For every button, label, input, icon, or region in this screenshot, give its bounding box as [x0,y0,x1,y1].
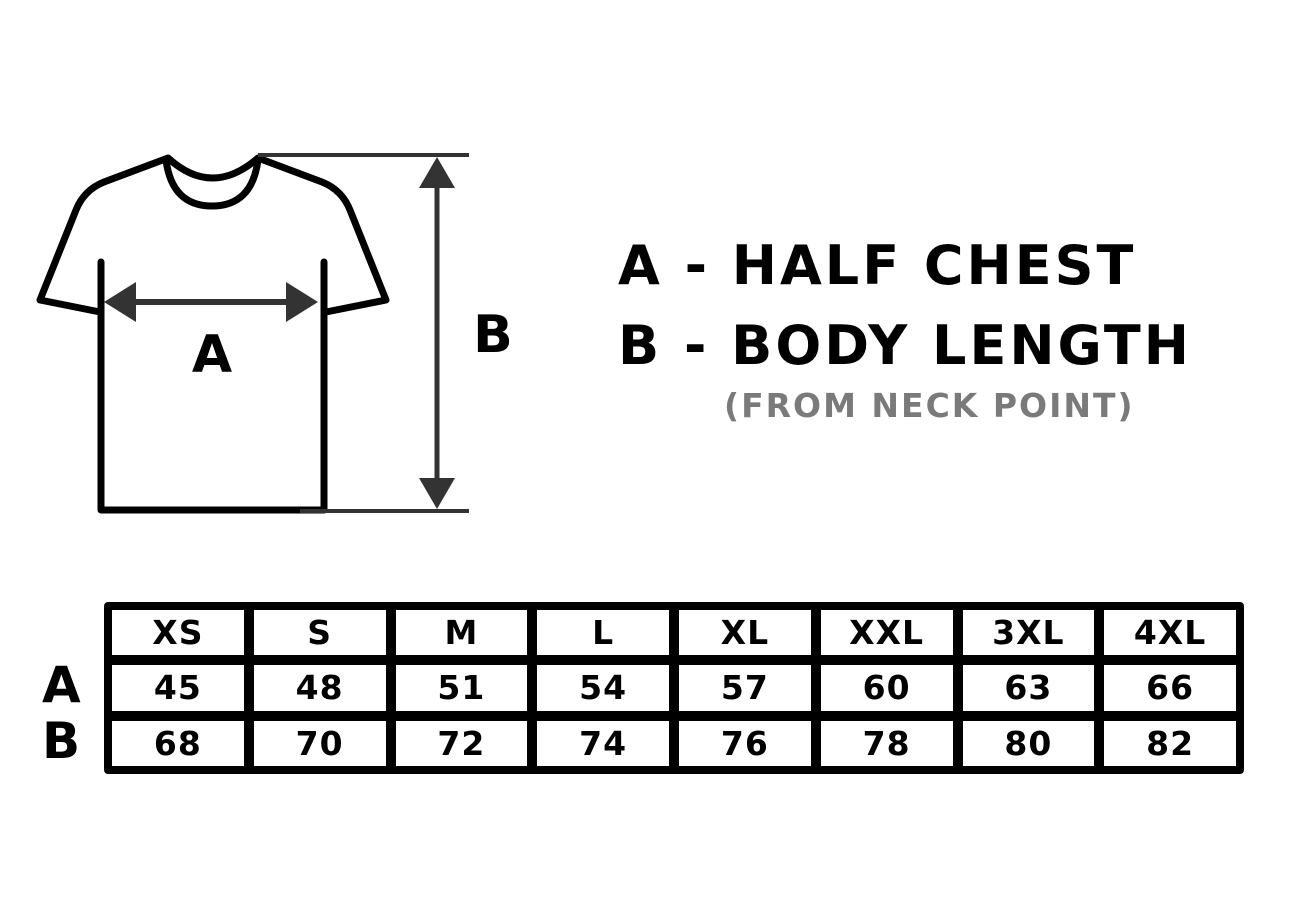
size-header: S [253,610,386,656]
size-header: L [537,610,669,656]
body-length-value: 74 [537,720,669,766]
half-chest-value: 57 [679,665,811,711]
label-a: A [192,325,232,385]
half-chest-value: 60 [820,665,953,711]
legend-body-length: B - BODY LENGTH [618,314,1192,377]
chest-arrow [104,282,318,322]
body-length-value: 72 [395,720,528,766]
body-length-value: 68 [112,720,244,766]
body-length-value: 80 [962,720,1095,766]
half-chest-value: 63 [962,665,1095,711]
size-header: XXL [820,610,953,656]
half-chest-value: 66 [1104,665,1236,711]
legend-half-chest: A - HALF CHEST [618,234,1137,297]
body-length-value: 82 [1104,720,1236,766]
body-length-value: 78 [820,720,953,766]
length-arrow [258,153,469,513]
label-b: B [473,305,513,365]
body-length-value: 76 [679,720,811,766]
half-chest-value: 45 [112,665,244,711]
legend-note: (FROM NECK POINT) [724,386,1135,425]
body-length-value: 70 [253,720,386,766]
size-header: 3XL [962,610,1095,656]
tshirt-outline [36,154,390,514]
half-chest-value: 51 [395,665,528,711]
size-header: XL [679,610,811,656]
size-header: XS [112,610,244,656]
row-label-b: B [42,712,81,770]
size-table: XS S M L XL XXL 3XL 4XL 45 48 51 54 57 6… [104,602,1244,774]
tshirt-measurement-diagram: A B [36,153,513,514]
half-chest-value: 48 [253,665,386,711]
row-label-a: A [42,656,81,714]
size-header: M [395,610,528,656]
size-header: 4XL [1104,610,1236,656]
half-chest-value: 54 [537,665,669,711]
